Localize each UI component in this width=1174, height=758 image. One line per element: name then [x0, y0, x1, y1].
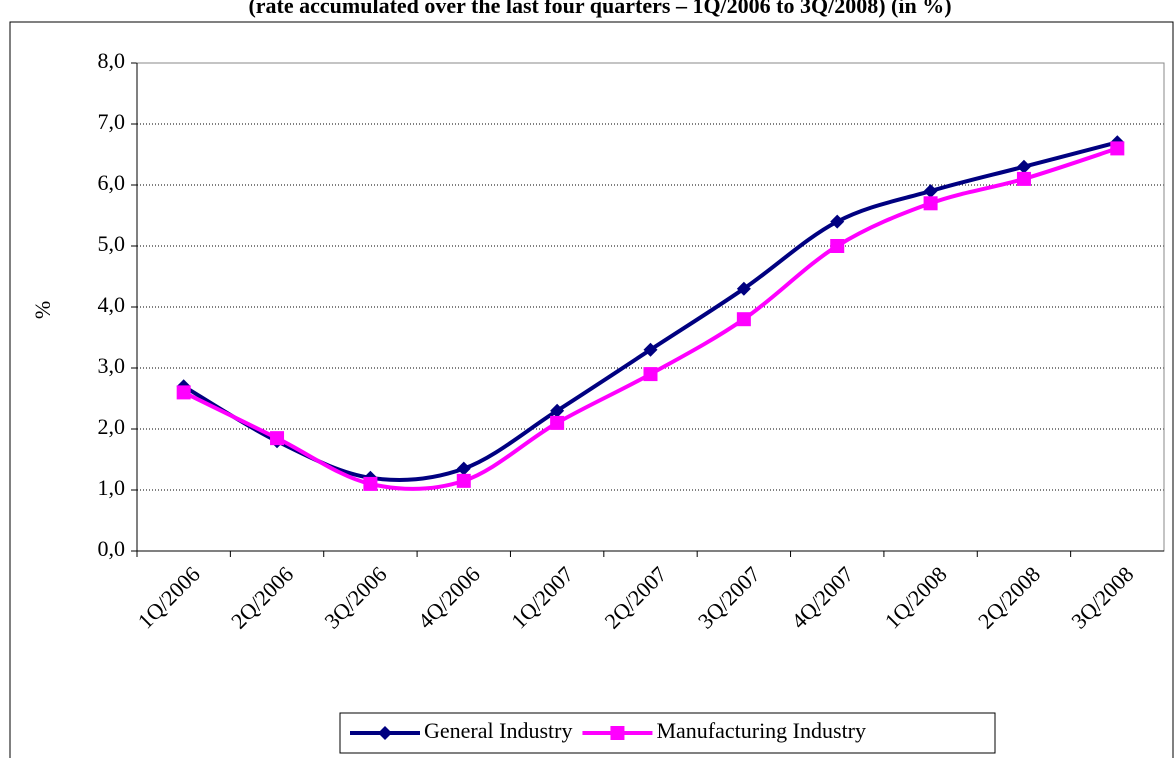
chart-border	[9, 21, 1174, 758]
series-line	[182, 146, 1118, 491]
y-tick-label: 3,0	[98, 353, 126, 378]
chart-title: (rate accumulated over the last four qua…	[248, 0, 951, 18]
data-point	[456, 461, 471, 476]
data-point	[830, 239, 845, 253]
data-point	[1016, 171, 1031, 186]
x-tick-label: 4Q/2007	[786, 561, 858, 633]
y-tick-label: 1,0	[98, 475, 126, 500]
data-point	[1016, 159, 1031, 174]
x-tick-label: 2Q/2007	[599, 561, 671, 633]
data-point	[643, 367, 658, 382]
data-point	[923, 196, 938, 211]
y-tick-label: 7,0	[98, 109, 126, 134]
y-axis-label: %	[30, 301, 55, 319]
legend-box	[339, 712, 996, 754]
x-tick-label: 1Q/2007	[506, 561, 578, 633]
x-tick-label: 1Q/2006	[133, 561, 205, 633]
data-point	[830, 214, 845, 229]
x-tick-label: 2Q/2006	[226, 561, 298, 633]
x-tick-label: 2Q/2008	[973, 561, 1045, 633]
x-tick-label: 4Q/2006	[413, 561, 485, 633]
data-point	[1110, 141, 1125, 156]
y-tick-label: 8,0	[98, 48, 126, 73]
data-point	[643, 342, 658, 357]
x-tick-label: 3Q/2007	[693, 561, 765, 633]
x-tick-label: 1Q/2008	[880, 561, 952, 633]
x-tick-label: 3Q/2008	[1066, 561, 1138, 633]
legend-label: General Industry	[424, 718, 572, 743]
legend-marker	[610, 726, 625, 740]
data-point	[456, 473, 471, 488]
legend-label: Manufacturing Industry	[656, 718, 866, 743]
data-point	[550, 403, 565, 418]
data-point	[736, 312, 751, 327]
data-point	[550, 415, 565, 430]
y-tick-label: 0,0	[98, 536, 126, 561]
data-point	[363, 476, 378, 491]
legend-marker	[378, 726, 392, 740]
y-tick-label: 2,0	[98, 414, 126, 439]
data-point	[270, 431, 285, 446]
data-point	[176, 385, 191, 400]
y-tick-label: 4,0	[98, 292, 126, 317]
data-point	[923, 184, 938, 199]
x-tick-label: 3Q/2006	[319, 561, 391, 633]
data-point	[736, 281, 751, 296]
y-tick-label: 6,0	[98, 170, 126, 195]
y-tick-label: 5,0	[98, 231, 126, 256]
